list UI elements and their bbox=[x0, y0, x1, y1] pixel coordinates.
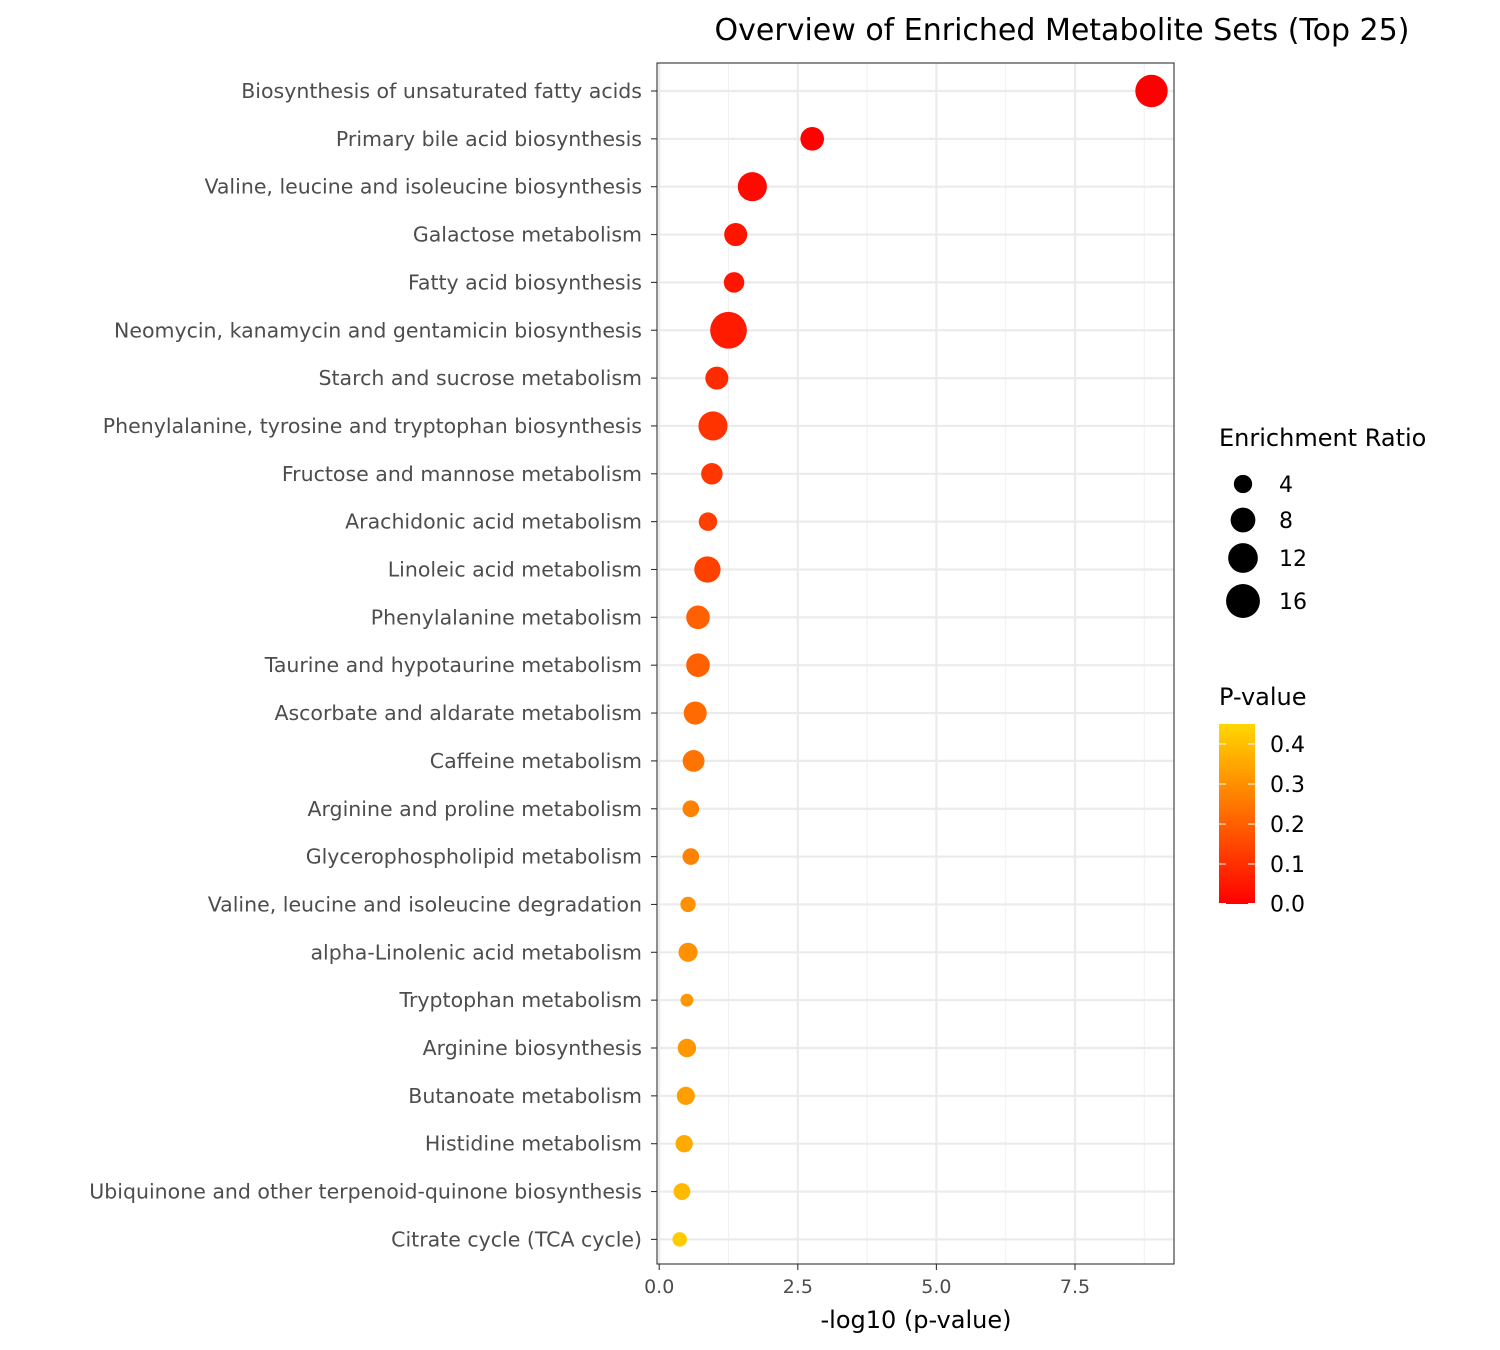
data-point bbox=[724, 223, 748, 247]
color-legend-label: 0.4 bbox=[1270, 733, 1305, 758]
x-tick-label: 2.5 bbox=[783, 1276, 813, 1298]
y-tick-label: Biosynthesis of unsaturated fatty acids bbox=[241, 79, 642, 103]
data-point bbox=[683, 701, 707, 725]
data-point bbox=[705, 366, 729, 390]
data-point bbox=[680, 993, 694, 1007]
data-point bbox=[737, 172, 767, 202]
size-legend-label: 16 bbox=[1279, 590, 1307, 615]
data-point bbox=[723, 272, 745, 293]
data-point bbox=[698, 512, 718, 531]
size-legend-key bbox=[1228, 543, 1258, 573]
size-legend-key bbox=[1233, 474, 1253, 494]
data-point bbox=[682, 800, 700, 818]
color-legend-title: P-value bbox=[1219, 683, 1307, 711]
y-axis: Biosynthesis of unsaturated fatty acids P… bbox=[89, 79, 657, 1251]
data-point bbox=[1135, 74, 1168, 108]
data-point bbox=[676, 1086, 695, 1105]
y-tick-label: Tryptophan metabolism bbox=[398, 988, 642, 1012]
y-tick-label: Taurine and hypotaurine metabolism bbox=[264, 653, 642, 677]
data-point bbox=[694, 556, 721, 583]
x-tick-label: 7.5 bbox=[1060, 1276, 1090, 1298]
data-points bbox=[672, 74, 1168, 1247]
data-point bbox=[678, 942, 698, 962]
y-tick-label: Arachidonic acid metabolism bbox=[345, 510, 642, 534]
minor-gridlines bbox=[727, 63, 1145, 1264]
y-tick-label: Neomycin, kanamycin and gentamicin biosy… bbox=[114, 318, 642, 342]
x-tick-label: 0.0 bbox=[644, 1276, 674, 1298]
y-tick-label: Ascorbate and aldarate metabolism bbox=[274, 701, 642, 725]
data-point bbox=[673, 1183, 691, 1200]
x-axis-title: -log10 (p-value) bbox=[821, 1306, 1012, 1334]
y-tick-label: Ubiquinone and other terpenoid-quinone b… bbox=[89, 1180, 642, 1204]
color-legend-label: 0.0 bbox=[1270, 893, 1305, 918]
y-tick-label: Caffeine metabolism bbox=[430, 749, 642, 773]
data-point bbox=[686, 605, 710, 630]
data-point bbox=[682, 848, 700, 865]
color-legend-label: 0.1 bbox=[1270, 853, 1305, 878]
y-tick-label: Primary bile acid biosynthesis bbox=[336, 127, 642, 151]
size-legend-label: 8 bbox=[1279, 509, 1293, 534]
x-axis: 0.0 2.5 5.0 7.5 bbox=[644, 1264, 1090, 1298]
plot-background bbox=[657, 63, 1174, 1264]
y-tick-label: alpha-Linolenic acid metabolism bbox=[311, 940, 643, 964]
y-tick-label: Arginine biosynthesis bbox=[423, 1036, 642, 1060]
y-tick-label: Fructose and mannose metabolism bbox=[282, 462, 642, 486]
y-tick-label: Phenylalanine metabolism bbox=[371, 605, 642, 629]
data-point bbox=[677, 1038, 697, 1058]
x-tick-label: 5.0 bbox=[921, 1276, 951, 1298]
color-legend-label: 0.3 bbox=[1270, 773, 1305, 798]
data-point bbox=[686, 653, 710, 678]
size-legend: Enrichment Ratio 4 8 12 16 bbox=[1219, 424, 1426, 618]
y-tick-label: Linoleic acid metabolism bbox=[388, 558, 642, 582]
y-tick-label: Phenylalanine, tyrosine and tryptophan b… bbox=[103, 414, 642, 438]
y-tick-label: Galactose metabolism bbox=[413, 223, 642, 247]
y-tick-label: Valine, leucine and isoleucine biosynthe… bbox=[204, 175, 642, 199]
data-point bbox=[682, 749, 705, 772]
data-point bbox=[672, 1232, 687, 1247]
color-bar bbox=[1219, 724, 1255, 904]
data-point bbox=[710, 311, 747, 349]
plot-panel bbox=[656, 62, 1175, 1265]
size-legend-label: 4 bbox=[1279, 473, 1293, 498]
color-legend-label: 0.2 bbox=[1270, 813, 1305, 838]
size-legend-key bbox=[1226, 584, 1260, 618]
plot-border bbox=[656, 62, 1175, 1265]
major-gridlines bbox=[657, 63, 1174, 1264]
y-tick-label: Citrate cycle (TCA cycle) bbox=[391, 1227, 642, 1251]
y-tick-label: Histidine metabolism bbox=[425, 1132, 642, 1156]
data-point bbox=[675, 1135, 693, 1153]
y-tick-label: Fatty acid biosynthesis bbox=[408, 270, 642, 294]
y-tick-label: Butanoate metabolism bbox=[408, 1084, 642, 1108]
size-legend-label: 12 bbox=[1279, 547, 1307, 572]
color-legend: P-value 0.4 0.3 0.2 0.1 0.0 bbox=[1219, 683, 1307, 918]
size-legend-title: Enrichment Ratio bbox=[1219, 424, 1426, 452]
y-tick-label: Valine, leucine and isoleucine degradati… bbox=[208, 892, 642, 916]
y-tick-label: Starch and sucrose metabolism bbox=[318, 366, 642, 390]
size-legend-key bbox=[1230, 507, 1256, 533]
data-point bbox=[701, 463, 723, 485]
data-point bbox=[680, 896, 696, 913]
y-tick-label: Glycerophospholipid metabolism bbox=[306, 845, 642, 869]
data-point bbox=[698, 411, 728, 441]
chart-title: Overview of Enriched Metabolite Sets (To… bbox=[715, 13, 1410, 48]
y-tick-label: Arginine and proline metabolism bbox=[307, 797, 642, 821]
data-point bbox=[800, 127, 825, 151]
